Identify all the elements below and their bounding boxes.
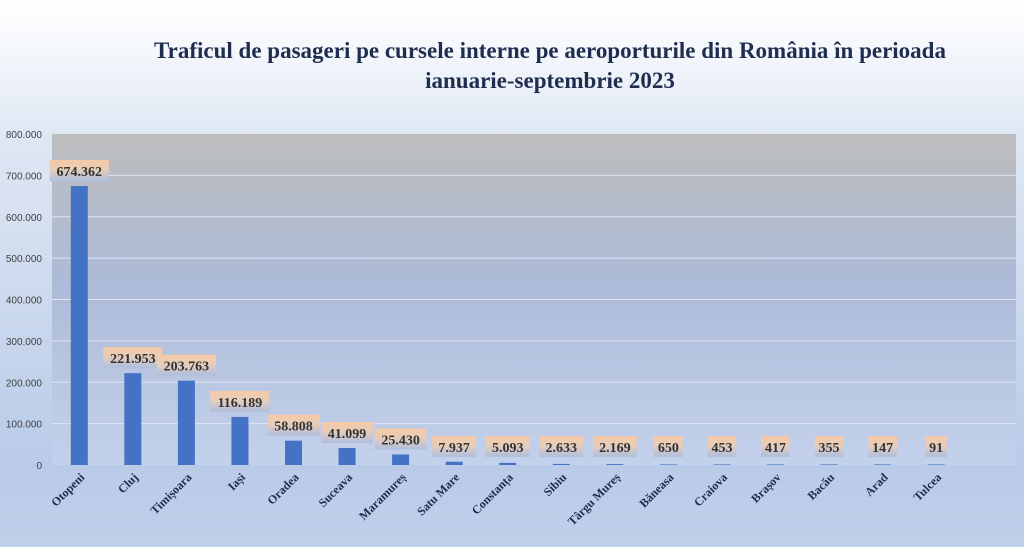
bar <box>177 380 195 465</box>
y-tick-label: 200.000 <box>6 378 43 389</box>
data-label-background <box>653 436 683 457</box>
data-label: 41.099 <box>328 427 367 442</box>
data-label-background <box>374 428 427 450</box>
x-tick-label: Timișoara <box>148 470 196 518</box>
bar <box>659 464 677 465</box>
bar <box>874 464 892 465</box>
data-label-background <box>267 414 320 436</box>
data-label: 2.633 <box>546 441 578 456</box>
x-tick-label: Tulcea <box>911 470 945 504</box>
data-label: 116.189 <box>218 396 263 411</box>
data-label-background <box>761 436 790 457</box>
y-tick-label: 500.000 <box>6 254 43 265</box>
x-tick-label: Craiova <box>691 470 730 509</box>
data-label: 203.763 <box>164 360 210 375</box>
data-label: 91 <box>929 441 943 456</box>
bar <box>231 416 249 465</box>
x-tick-label: Constanța <box>469 470 517 518</box>
y-tick-label: 600.000 <box>6 213 43 224</box>
data-label-background <box>49 159 109 181</box>
data-label-background <box>868 436 898 457</box>
x-tick-label: Târgu Mureș <box>565 470 624 529</box>
y-tick-label: 400.000 <box>6 296 43 307</box>
data-label-background <box>210 390 270 412</box>
bar <box>392 454 410 465</box>
x-tick-label: Cluj <box>115 470 141 496</box>
data-label-background <box>925 436 947 457</box>
bar <box>124 373 142 465</box>
bar <box>499 462 517 465</box>
bar <box>70 185 88 465</box>
x-tick-label: Iași <box>225 470 249 494</box>
data-label: 25.430 <box>381 433 420 448</box>
bar <box>285 440 302 465</box>
data-label: 674.362 <box>57 165 103 180</box>
data-label: 650 <box>658 441 679 456</box>
x-tick-label: Satu Mare <box>414 470 463 519</box>
y-tick-label: 300.000 <box>6 337 43 348</box>
y-tick-label: 700.000 <box>6 171 43 182</box>
bar <box>606 464 624 465</box>
y-tick-label: 100.000 <box>6 420 43 431</box>
bar <box>713 464 731 465</box>
x-tick-label: Otopeni <box>48 470 88 510</box>
x-tick-label: Sibiu <box>541 470 570 499</box>
chart-title: Traficul de pasageri pe cursele interne … <box>154 38 946 93</box>
data-label-background <box>432 436 477 457</box>
x-tick-label: Arad <box>862 470 891 499</box>
x-tick-label: Oradea <box>264 470 301 507</box>
data-label-background <box>321 421 373 443</box>
bar <box>927 464 945 465</box>
x-tick-label: Brașov <box>748 470 784 506</box>
x-tick-label: Maramureș <box>356 470 410 524</box>
data-label: 221.953 <box>110 352 156 367</box>
data-label: 355 <box>819 441 840 456</box>
x-tick-label: Suceava <box>316 470 356 510</box>
data-label: 453 <box>711 441 732 456</box>
data-label-background <box>539 436 584 457</box>
data-label-background <box>485 436 530 457</box>
data-label: 147 <box>872 441 893 456</box>
data-label: 58.808 <box>274 420 313 435</box>
y-tick-label: 0 <box>36 461 42 472</box>
data-label-background <box>156 354 216 376</box>
bar <box>767 464 784 465</box>
data-label: 7.937 <box>438 441 470 456</box>
bar <box>338 447 356 465</box>
bar <box>552 463 570 465</box>
data-label: 417 <box>765 441 786 456</box>
bar <box>820 464 838 465</box>
data-label-background <box>592 436 637 457</box>
x-tick-label: Băneasa <box>636 470 676 510</box>
data-label: 2.169 <box>599 441 631 456</box>
data-label-background <box>814 436 844 457</box>
x-tick-label: Bacău <box>805 470 838 503</box>
data-label-background <box>103 347 163 369</box>
data-label: 5.093 <box>492 441 524 456</box>
y-tick-label: 800.000 <box>6 130 43 141</box>
bar <box>445 461 463 465</box>
data-label-background <box>707 436 737 457</box>
